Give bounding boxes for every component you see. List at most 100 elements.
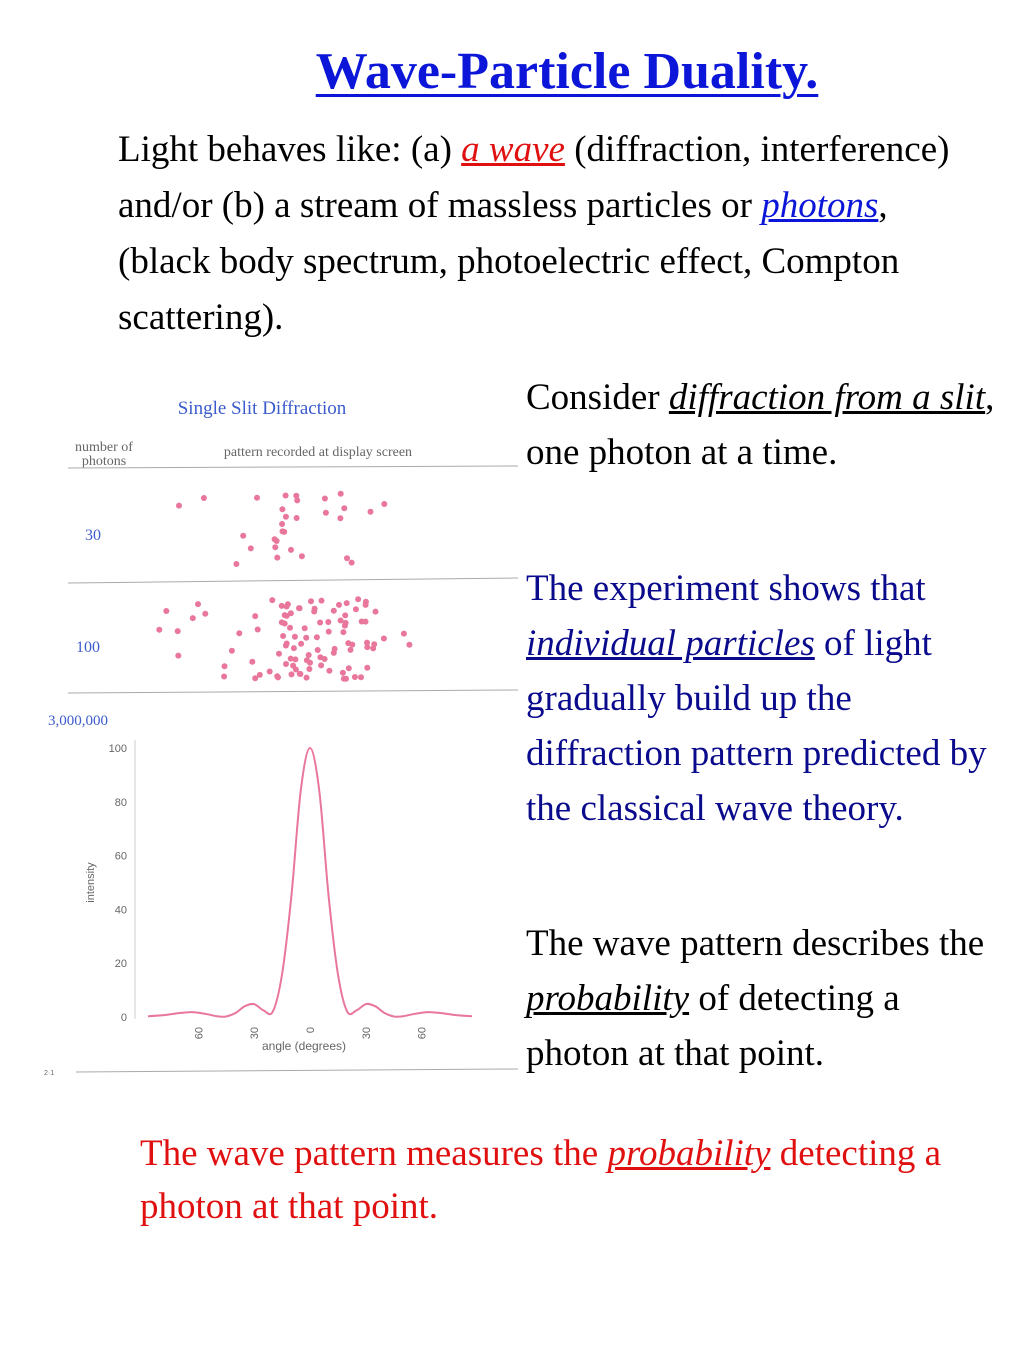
photon-dot bbox=[247, 545, 254, 552]
photon-dot bbox=[228, 647, 235, 654]
photon-dot bbox=[321, 495, 328, 502]
photon-dot bbox=[306, 666, 313, 672]
photon-dot bbox=[290, 645, 297, 652]
photon-dot bbox=[322, 509, 329, 516]
row-label-3000000: 3,000,000 bbox=[48, 713, 108, 729]
photon-dot bbox=[287, 624, 293, 631]
measure-text-2: detecting a photon at that point. bbox=[140, 1133, 942, 1227]
photon-dot bbox=[336, 601, 342, 608]
photon-dot bbox=[282, 513, 289, 520]
photon-dot bbox=[294, 497, 301, 504]
photon-dot bbox=[317, 619, 324, 626]
y-tick-label: 0 bbox=[121, 1012, 127, 1024]
divider-bottom bbox=[67, 689, 519, 694]
divider-middle bbox=[67, 577, 519, 584]
pattern-header: pattern recorded at display screen bbox=[224, 445, 412, 460]
photon-dot bbox=[367, 508, 374, 515]
y-tick-label: 20 bbox=[115, 958, 127, 970]
photon-dot bbox=[307, 659, 313, 666]
photon-dot bbox=[325, 619, 332, 625]
experiment-paragraph: The experiment shows that individual par… bbox=[526, 561, 1001, 836]
photon-dot bbox=[293, 492, 300, 499]
x-tick-label: 0 bbox=[305, 1027, 317, 1033]
photon-dot bbox=[298, 553, 305, 560]
photon-dot bbox=[301, 625, 308, 632]
photon-dot bbox=[233, 561, 240, 567]
photon-dot bbox=[298, 640, 305, 647]
y-tick-label: 60 bbox=[115, 851, 127, 863]
photon-dot bbox=[293, 515, 300, 521]
x-tick-label: 60 bbox=[193, 1027, 205, 1039]
photon-dot bbox=[355, 596, 362, 603]
intro-emphasis-wave: a wave bbox=[461, 129, 565, 170]
photon-dot bbox=[156, 626, 163, 633]
photon-dot bbox=[252, 675, 259, 682]
photon-dot bbox=[371, 641, 378, 648]
wave-pattern-paragraph: The wave pattern describes the probabili… bbox=[526, 916, 1001, 1081]
photon-dot bbox=[326, 667, 333, 674]
photon-dot bbox=[345, 665, 352, 672]
y-axis-label: intensity bbox=[85, 862, 97, 903]
photon-dot bbox=[283, 640, 290, 647]
photon-dot bbox=[311, 605, 318, 612]
photon-dot bbox=[348, 559, 355, 566]
photon-dot bbox=[358, 674, 364, 681]
photon-dot bbox=[372, 608, 379, 615]
wave-pattern-text-1: The wave pattern describes the bbox=[526, 923, 985, 964]
page-title-text: Wave-Particle Duality. bbox=[315, 43, 819, 100]
photon-dot bbox=[283, 603, 290, 610]
page-title: Wave-Particle Duality. bbox=[0, 42, 1024, 101]
photon-dot bbox=[303, 634, 310, 641]
measure-paragraph: The wave pattern measures the probabilit… bbox=[140, 1127, 980, 1233]
photon-dot bbox=[305, 652, 312, 658]
photon-dot bbox=[274, 554, 281, 561]
photon-dot bbox=[280, 633, 287, 639]
photon-dot bbox=[174, 628, 181, 635]
consider-text-2: , one photon at a time. bbox=[526, 377, 995, 473]
experiment-text-2: of light gradually build up the diffract… bbox=[526, 623, 987, 829]
photon-dot bbox=[283, 661, 289, 667]
photon-dot bbox=[364, 664, 371, 671]
column-label-line1: number of bbox=[75, 440, 133, 455]
photon-dot bbox=[364, 639, 370, 646]
intro-text-1: Light behaves like: (a) bbox=[118, 129, 462, 170]
photon-dot bbox=[342, 619, 349, 626]
consider-paragraph: Consider diffraction from a slit, one ph… bbox=[526, 370, 1001, 480]
photon-dot bbox=[296, 605, 303, 612]
photon-dot bbox=[278, 619, 285, 626]
photon-dot bbox=[325, 628, 332, 635]
y-tick-label: 80 bbox=[115, 797, 127, 809]
photon-dot bbox=[279, 521, 286, 527]
photon-dot bbox=[347, 646, 354, 653]
x-tick-label: 30 bbox=[361, 1027, 373, 1039]
photon-dot bbox=[292, 656, 299, 663]
photon-dot bbox=[330, 607, 337, 614]
photon-dot bbox=[266, 668, 273, 675]
photon-dot bbox=[351, 674, 358, 680]
photon-dot bbox=[313, 634, 320, 641]
figure-corner-mark: 2·1 bbox=[44, 1070, 54, 1077]
photon-dot bbox=[221, 673, 228, 680]
photon-dot bbox=[343, 600, 350, 607]
intro-text-2: (diffraction, interference) and/or (b) a… bbox=[118, 129, 950, 226]
photon-dot bbox=[339, 669, 346, 676]
photon-dot bbox=[406, 641, 413, 648]
photon-dot bbox=[380, 635, 387, 642]
photon-dot bbox=[340, 675, 347, 682]
photon-dot bbox=[340, 629, 347, 636]
photon-dot bbox=[337, 617, 344, 624]
photon-dot bbox=[279, 528, 286, 535]
photon-dot bbox=[344, 555, 350, 562]
photon-dot bbox=[303, 674, 310, 681]
intensity-chart: 0 20 40 60 80 100 60 30 0 30 60 angle (degrees) inte… bbox=[85, 740, 473, 1053]
photon-dot bbox=[163, 608, 170, 614]
photon-dot bbox=[352, 606, 359, 613]
photon-dot bbox=[349, 641, 356, 648]
figure-title: Single Slit Diffraction bbox=[178, 398, 347, 419]
photon-dot bbox=[279, 506, 286, 513]
photon-dot bbox=[276, 650, 282, 657]
photon-dot bbox=[287, 610, 294, 617]
photon-dot bbox=[278, 602, 285, 609]
photon-dot bbox=[400, 630, 407, 637]
photon-dot bbox=[282, 492, 289, 499]
